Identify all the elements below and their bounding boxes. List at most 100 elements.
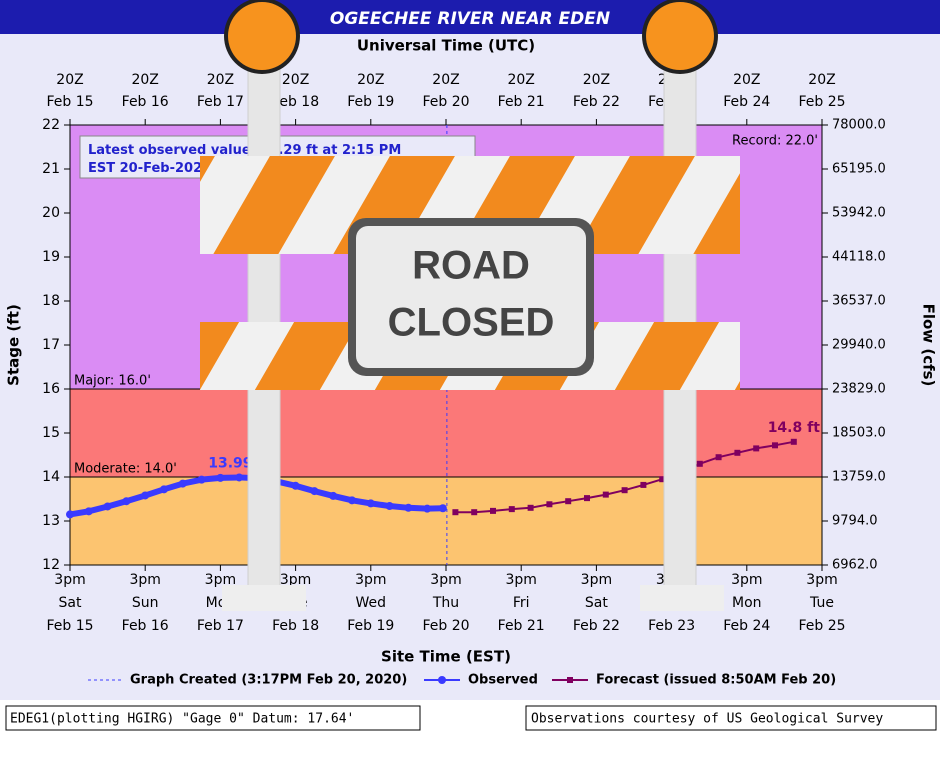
road-closed-sign: ROAD CLOSED <box>200 0 740 611</box>
y2-tick-label: 23829.0 <box>832 382 886 397</box>
post-foot <box>222 585 306 611</box>
y2-axis-title: Flow (cfs) <box>920 304 938 387</box>
forecast-point <box>696 460 703 467</box>
y-tick-label: 16 <box>42 381 60 397</box>
top-tick-label: 20Z <box>733 72 760 88</box>
x-tick-label: 3pm <box>280 572 311 588</box>
x-tick-label: 3pm <box>205 572 236 588</box>
observed-point <box>423 504 432 513</box>
observed-point <box>366 499 375 508</box>
legend-label: Observed <box>468 673 538 688</box>
legend-swatch <box>438 676 446 684</box>
forecast-point <box>546 501 553 508</box>
y2-tick-label: 18503.0 <box>832 426 886 441</box>
y-tick-label: 18 <box>42 293 60 309</box>
footer-left: EDEG1(plotting HGIRG) "Gage 0" Datum: 17… <box>10 712 354 727</box>
y2-tick-label: 78000.0 <box>832 118 886 133</box>
x-tick-date: Feb 15 <box>46 618 93 634</box>
top-tick-date: Feb 22 <box>573 94 620 110</box>
y2-tick-label: 36537.0 <box>832 294 886 309</box>
legend-label: Forecast (issued 8:50AM Feb 20) <box>596 673 836 688</box>
flood-band <box>70 477 822 565</box>
forecast-point <box>715 454 722 461</box>
x-tick-label: 3pm <box>355 572 386 588</box>
top-tick-label: 20Z <box>56 72 83 88</box>
top-tick-label: 20Z <box>282 72 309 88</box>
observed-point <box>197 475 206 484</box>
observed-point <box>141 491 150 500</box>
top-tick-label: 20Z <box>507 72 534 88</box>
x-axis-title: Site Time (EST) <box>381 648 511 666</box>
x-tick-date: Feb 19 <box>347 618 394 634</box>
post-foot <box>640 585 724 611</box>
x-tick-date: Feb 20 <box>422 618 469 634</box>
sign-text: ROAD <box>412 244 530 288</box>
x-tick-label: 3pm <box>430 572 461 588</box>
forecast-point <box>602 491 609 498</box>
x-tick-day: Mon <box>732 595 762 611</box>
top-tick-label: 20Z <box>432 72 459 88</box>
flood-label: Moderate: 14.0' <box>74 462 177 477</box>
forecast-point <box>452 509 459 516</box>
x-tick-day: Sun <box>132 595 159 611</box>
y-tick-label: 22 <box>42 117 60 133</box>
x-tick-day: Sat <box>585 595 608 611</box>
footer-right: Observations courtesy of US Geological S… <box>531 712 883 727</box>
x-tick-label: 3pm <box>806 572 837 588</box>
x-tick-label: 3pm <box>581 572 612 588</box>
top-tick-date: Feb 24 <box>723 94 770 110</box>
top-tick-date: Feb 15 <box>46 94 93 110</box>
top-tick-date: Feb 25 <box>798 94 845 110</box>
x-tick-day: Tue <box>809 595 834 611</box>
top-tick-date: Feb 21 <box>498 94 545 110</box>
observed-point <box>178 479 187 488</box>
legend-swatch <box>567 677 573 683</box>
x-tick-date: Feb 23 <box>648 618 695 634</box>
legend-label: Graph Created (3:17PM Feb 20, 2020) <box>130 673 407 688</box>
top-tick-label: 20Z <box>357 72 384 88</box>
y2-tick-label: 44118.0 <box>832 250 886 265</box>
flood-label: Major: 16.0' <box>74 374 151 389</box>
x-tick-date: Feb 22 <box>573 618 620 634</box>
footer-box <box>525 705 937 731</box>
note-line: EST 20-Feb-2020 <box>88 161 211 176</box>
y-tick-label: 20 <box>42 205 60 221</box>
top-tick-date: Feb 17 <box>197 94 244 110</box>
top-tick-date: Feb 18 <box>272 94 319 110</box>
x-tick-date: Feb 21 <box>498 618 545 634</box>
forecast-point <box>471 509 478 516</box>
forecast-point <box>565 498 572 505</box>
observed-point <box>348 496 356 505</box>
record-label: Record: 22.0' <box>732 134 818 149</box>
forecast-point <box>527 504 534 511</box>
chart-title: OGEECHEE RIVER NEAR EDEN <box>330 9 610 29</box>
observed-point <box>310 487 319 496</box>
observed-point <box>291 481 300 490</box>
forecast-point <box>640 481 647 488</box>
y-tick-label: 17 <box>42 337 60 353</box>
top-tick-label: 20Z <box>131 72 158 88</box>
observed-point <box>329 491 338 500</box>
x-tick-date: Feb 18 <box>272 618 319 634</box>
footer-box <box>5 705 421 731</box>
y-tick-label: 12 <box>42 557 60 573</box>
note-line: Latest observed value: 13.29 ft at 2:15 … <box>88 143 401 158</box>
lamp <box>646 2 714 70</box>
forecast-point <box>734 449 741 456</box>
observed-point <box>385 502 394 511</box>
forecast-point <box>508 506 515 513</box>
y-tick-label: 15 <box>42 425 60 441</box>
x-tick-label: 3pm <box>54 572 85 588</box>
forecast-point <box>790 438 797 445</box>
y2-tick-label: 65195.0 <box>832 162 886 177</box>
forecast-point <box>584 495 590 502</box>
forecast-point <box>659 476 666 483</box>
sign-face <box>356 226 586 368</box>
forecast-point <box>621 487 628 494</box>
observed-point <box>235 473 244 482</box>
observed-point <box>122 497 131 506</box>
x-tick-day: Sat <box>59 595 82 611</box>
observed-point <box>160 485 168 494</box>
observed-point <box>216 473 225 482</box>
